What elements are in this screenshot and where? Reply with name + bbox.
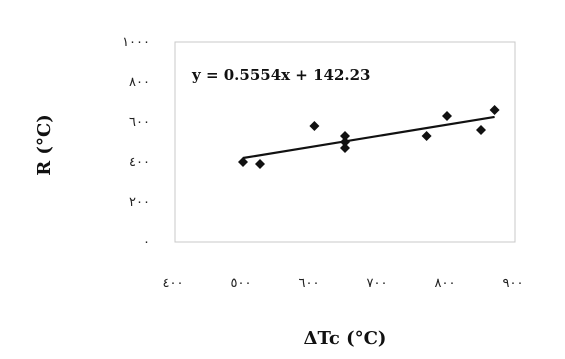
y-tick-label: ٢٠٠ <box>129 195 150 210</box>
y-tick-label: ٤٠٠ <box>129 155 150 170</box>
x-tick-labels: ٤٠٠ ٥٠٠ ٦٠٠ ٧٠٠ ٨٠٠ ٩٠٠ <box>163 276 524 291</box>
x-tick-label: ٩٠٠ <box>503 276 524 291</box>
y-tick-label: ٠ <box>143 235 150 250</box>
data-point <box>238 157 248 167</box>
x-tick-label: ٥٠٠ <box>231 276 252 291</box>
data-point <box>489 105 500 115</box>
y-tick-label: ١٠٠٠ <box>122 35 150 50</box>
x-tick-label: ٧٠٠ <box>367 276 388 291</box>
x-tick-label: ٤٠٠ <box>163 276 184 291</box>
trendline <box>242 115 495 160</box>
data-point <box>340 131 350 141</box>
data-point <box>340 143 350 153</box>
y-axis-title: R (°C) <box>34 114 55 176</box>
y-tick-label: ٦٠٠ <box>129 115 150 130</box>
x-axis-title: ΔTc (°C) <box>304 328 387 349</box>
data-point <box>255 159 265 169</box>
trendline-layer <box>242 115 495 160</box>
trendline-equation: y = 0.5554x + 142.23 <box>191 66 371 84</box>
y-tick-labels: ٠ ٢٠٠ ٤٠٠ ٦٠٠ ٨٠٠ ١٠٠٠ <box>122 35 150 250</box>
data-points <box>238 105 500 169</box>
data-point <box>309 121 320 131</box>
data-point <box>442 111 452 121</box>
x-tick-label: ٦٠٠ <box>299 276 320 291</box>
y-tick-label: ٨٠٠ <box>129 75 150 90</box>
data-point <box>476 125 486 135</box>
data-point <box>421 131 432 141</box>
data-point <box>340 137 350 147</box>
x-tick-label: ٨٠٠ <box>435 276 456 291</box>
